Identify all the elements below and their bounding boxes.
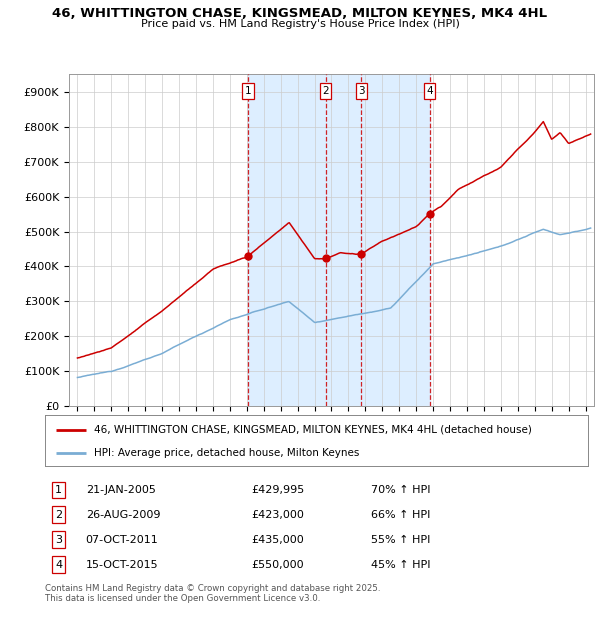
- Text: 46, WHITTINGTON CHASE, KINGSMEAD, MILTON KEYNES, MK4 4HL: 46, WHITTINGTON CHASE, KINGSMEAD, MILTON…: [52, 7, 548, 20]
- Bar: [326, 74, 361, 406]
- Text: Price paid vs. HM Land Registry's House Price Index (HPI): Price paid vs. HM Land Registry's House …: [140, 19, 460, 29]
- Text: 26-AUG-2009: 26-AUG-2009: [86, 510, 160, 520]
- Text: 46, WHITTINGTON CHASE, KINGSMEAD, MILTON KEYNES, MK4 4HL (detached house): 46, WHITTINGTON CHASE, KINGSMEAD, MILTON…: [94, 425, 532, 435]
- Text: 55% ↑ HPI: 55% ↑ HPI: [371, 534, 430, 544]
- Text: 66% ↑ HPI: 66% ↑ HPI: [371, 510, 430, 520]
- Text: 3: 3: [358, 86, 365, 96]
- Text: 1: 1: [55, 485, 62, 495]
- Text: 45% ↑ HPI: 45% ↑ HPI: [371, 559, 430, 570]
- Text: 70% ↑ HPI: 70% ↑ HPI: [371, 485, 430, 495]
- Text: 2: 2: [322, 86, 329, 96]
- Text: 21-JAN-2005: 21-JAN-2005: [86, 485, 155, 495]
- Text: 07-OCT-2011: 07-OCT-2011: [86, 534, 158, 544]
- Text: £550,000: £550,000: [251, 559, 304, 570]
- Text: HPI: Average price, detached house, Milton Keynes: HPI: Average price, detached house, Milt…: [94, 448, 359, 458]
- Text: Contains HM Land Registry data © Crown copyright and database right 2025.
This d: Contains HM Land Registry data © Crown c…: [45, 584, 380, 603]
- Bar: [361, 74, 430, 406]
- Text: £429,995: £429,995: [251, 485, 305, 495]
- Text: 2: 2: [55, 510, 62, 520]
- Bar: [248, 74, 326, 406]
- Text: 15-OCT-2015: 15-OCT-2015: [86, 559, 158, 570]
- Text: 4: 4: [426, 86, 433, 96]
- Text: £423,000: £423,000: [251, 510, 304, 520]
- Text: £435,000: £435,000: [251, 534, 304, 544]
- Text: 1: 1: [245, 86, 251, 96]
- Text: 3: 3: [55, 534, 62, 544]
- Text: 4: 4: [55, 559, 62, 570]
